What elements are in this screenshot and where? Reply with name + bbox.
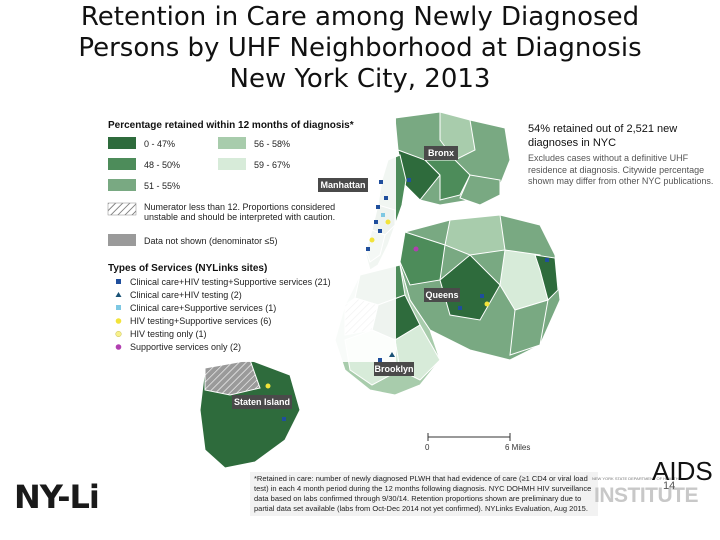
footnote: *Retained in care: number of newly diagn… [250,472,598,516]
bronx-label-box [424,146,458,160]
summary-main-text: 54% retained out of 2,521 new diagnoses … [528,123,678,149]
legend-title: Percentage retained within 12 months of … [108,120,354,131]
legend-swatch-51-55 [108,179,136,191]
legend-hatched-label-1: Numerator less than 12. Proportions cons… [144,202,335,212]
service-pale-circle-icon [115,330,122,338]
service-label-2: Clinical care+HIV testing (2) [130,290,242,300]
site-marker [545,258,549,262]
summary-note-text: Excludes cases without a definitive UHF … [528,153,714,186]
staten-island-label: Staten Island [234,397,290,407]
legend-label-59-67: 59 - 67% [254,160,290,170]
service-label-5: HIV testing only (1) [130,329,207,339]
site-marker [389,352,395,357]
legend-swatch-0-47 [108,137,136,149]
legend-swatch-48-50 [108,158,136,170]
legend-label-48-50: 48 - 50% [144,160,180,170]
scale-miles-label: 6 Miles [505,443,531,452]
site-marker [385,219,391,225]
service-square-icon [116,279,121,284]
manhattan-label-box [318,178,368,192]
service-triangle-icon [115,292,122,297]
org-small-text: NEW YORK STATE DEPARTMENT OF HEALTH [592,476,679,481]
site-marker [376,205,380,209]
services-legend-title: Types of Services (NYLinks sites) [108,263,267,274]
site-marker [378,358,382,362]
site-marker [265,383,271,389]
site-marker [378,229,382,233]
title-line-2: Persons by UHF Neighborhood at Diagnosis [78,33,642,63]
site-marker [366,247,370,251]
nylinks-logo: NY-Li [14,478,100,516]
site-marker [374,220,378,224]
site-marker [484,301,490,307]
service-label-4: HIV testing+Supportive services (6) [130,316,271,326]
legend-hatched-label-2: unstable and should be interpreted with … [144,212,335,222]
title-line-1: Retention in Care among Newly Diagnosed [80,2,640,32]
legend-swatch-56-58 [218,137,246,149]
queens-label-box [424,288,460,302]
service-label-1: Clinical care+HIV testing+Supportive ser… [130,277,331,287]
site-marker [379,180,383,184]
legend-swatch-59-67 [218,158,246,170]
service-yellow-circle-icon [115,318,122,324]
slide-title: Retention in Care among Newly Diagnosed … [0,2,720,95]
summary-callout: 54% retained out of 2,521 new diagnoses … [528,122,718,188]
legend-swatch-not-shown [108,234,136,246]
site-marker [413,246,419,252]
site-marker [282,417,286,421]
site-marker [369,237,375,243]
site-marker [407,178,411,182]
site-marker [458,306,462,310]
aids-logo-text: AIDS [652,456,713,486]
queens-label: Queens [425,290,458,300]
service-label-6: Supportive services only (2) [130,342,241,352]
legend-label-51-55: 51 - 55% [144,181,180,191]
legend-swatch-hatched [107,202,137,216]
page-number: 14 [663,480,676,492]
brooklyn-label-box [374,362,414,376]
site-marker [381,213,385,217]
nylinks-site-markers [265,178,549,421]
bronx-label: Bronx [428,148,454,158]
staten-island-label-box [232,395,292,409]
legend-panel [104,116,396,362]
title-line-3: New York City, 2013 [229,64,491,94]
service-purple-circle-icon [115,344,122,350]
queens-region [399,214,561,361]
site-marker [384,196,388,200]
legend-label-0-47: 0 - 47% [144,139,175,149]
manhattan-label: Manhattan [321,180,366,190]
service-light-square-icon [116,305,121,310]
site-marker [480,294,484,298]
legend-not-shown-label: Data not shown (denominator ≤5) [144,236,278,246]
institute-logo-text: INSTITUTE [594,484,699,507]
scale-zero-label: 0 [425,443,430,452]
legend-label-56-58: 56 - 58% [254,139,290,149]
service-label-3: Clinical care+Supportive services (1) [130,303,276,313]
brooklyn-label: Brooklyn [374,364,413,374]
